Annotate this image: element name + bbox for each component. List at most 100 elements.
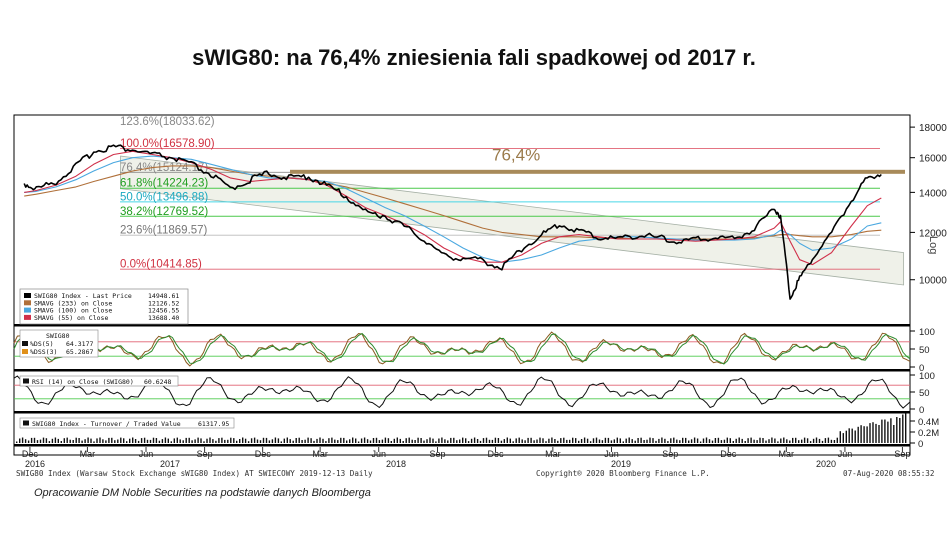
legend-swatch bbox=[22, 341, 28, 346]
y-tick-label: 0.2M bbox=[918, 428, 939, 439]
volume-bar bbox=[271, 439, 274, 443]
volume-bar bbox=[108, 437, 110, 443]
volume-bar bbox=[601, 440, 604, 443]
volume-bar bbox=[566, 439, 568, 443]
fib-level-label: 100.0%(16578.90) bbox=[120, 138, 215, 150]
volume-bar bbox=[765, 440, 767, 443]
volume-bar bbox=[783, 437, 785, 443]
volume-bar bbox=[905, 413, 907, 443]
volume-bar bbox=[649, 437, 651, 443]
volume-bar bbox=[417, 437, 419, 443]
stochastic-line-signal bbox=[13, 332, 911, 365]
volume-bar bbox=[298, 437, 300, 443]
volume-bar bbox=[860, 425, 862, 443]
volume-bar bbox=[337, 440, 339, 443]
volume-bar bbox=[140, 438, 143, 443]
legend-label: %DSS(3) bbox=[30, 348, 57, 356]
volume-bar bbox=[488, 439, 491, 443]
volume-bar bbox=[57, 438, 59, 443]
volume-bar bbox=[158, 440, 161, 443]
volume-bar bbox=[830, 439, 833, 443]
volume-bar bbox=[578, 440, 580, 443]
year-label: 2017 bbox=[160, 459, 180, 469]
volume-bar bbox=[735, 438, 737, 443]
volume-bar bbox=[679, 440, 681, 443]
volume-bar bbox=[250, 438, 253, 443]
year-label: 2018 bbox=[386, 459, 406, 469]
volume-bar bbox=[247, 441, 250, 443]
source-line-right: 07-Aug-2020 08:55:32 bbox=[843, 469, 934, 478]
volume-bar bbox=[72, 440, 74, 443]
volume-bar bbox=[476, 439, 479, 443]
volume-bar bbox=[515, 438, 517, 443]
y-tick-label: 10000 bbox=[919, 276, 947, 287]
volume-bar bbox=[572, 437, 574, 443]
volume-bar bbox=[259, 440, 262, 443]
volume-bar bbox=[149, 439, 152, 443]
volume-bar bbox=[429, 437, 431, 443]
volume-bar bbox=[63, 438, 65, 443]
price-line bbox=[23, 144, 882, 300]
volume-bar bbox=[75, 437, 77, 443]
volume-bar bbox=[661, 437, 663, 443]
volume-bar bbox=[503, 439, 505, 443]
volume-bar bbox=[462, 437, 464, 443]
volume-bar bbox=[78, 438, 80, 443]
volume-bar bbox=[563, 437, 565, 443]
volume-bar bbox=[69, 439, 71, 443]
fib-level-label: 0.0%(10414.85) bbox=[120, 259, 202, 271]
volume-bar bbox=[366, 439, 369, 443]
volume-bar bbox=[803, 437, 806, 443]
main-legend bbox=[19, 288, 189, 325]
volume-bar bbox=[616, 437, 618, 443]
source-line-mid: Copyright® 2020 Bloomberg Finance L.P. bbox=[536, 469, 710, 478]
volume-bar bbox=[334, 439, 336, 443]
y-tick-label: 100 bbox=[919, 327, 935, 338]
volume-bar bbox=[239, 439, 241, 443]
volume-bar bbox=[19, 438, 21, 443]
volume-bar bbox=[682, 437, 684, 443]
volume-bar bbox=[467, 441, 470, 443]
volume-bar bbox=[355, 438, 357, 443]
volume-bar bbox=[310, 438, 312, 443]
volume-bar bbox=[595, 437, 598, 443]
legend-swatch bbox=[24, 314, 31, 320]
volume-bar bbox=[182, 440, 184, 443]
volume-bar bbox=[54, 437, 57, 443]
y-tick-label: 0 bbox=[919, 363, 924, 374]
volume-bar bbox=[479, 440, 482, 443]
volume-bar bbox=[539, 437, 541, 443]
volume-bar bbox=[637, 438, 639, 443]
volume-bar bbox=[548, 438, 550, 443]
volume-bar bbox=[375, 437, 378, 443]
volume-bar bbox=[711, 440, 714, 443]
volume-bar bbox=[253, 437, 256, 443]
volume-bar bbox=[542, 438, 544, 443]
volume-bar bbox=[352, 437, 354, 443]
volume-bar bbox=[292, 440, 294, 443]
volume-bar bbox=[491, 439, 494, 443]
year-label: 2019 bbox=[611, 459, 631, 469]
volume-bar bbox=[402, 441, 404, 443]
volume-bar bbox=[405, 438, 407, 443]
volume-bar bbox=[435, 441, 437, 443]
volume-bar bbox=[268, 440, 271, 443]
legend-value: 64.3177 bbox=[66, 340, 93, 348]
source-line-left: SWIG80 Index (Warsaw Stock Exchange sWIG… bbox=[16, 469, 373, 478]
volume-bar bbox=[634, 440, 636, 443]
legend-label: SWIG80 Index - Turnover / Traded Value bbox=[32, 420, 181, 428]
volume-bar bbox=[381, 439, 384, 443]
volume-bar bbox=[789, 440, 791, 443]
volume-bar bbox=[646, 439, 648, 443]
fib-level-label: 61.8%(14224.23) bbox=[120, 178, 208, 190]
volume-bar bbox=[191, 440, 193, 443]
y-tick-label: 16000 bbox=[919, 154, 947, 165]
volume-bar bbox=[96, 438, 98, 443]
volume-bar bbox=[881, 419, 883, 443]
volume-bar bbox=[592, 438, 595, 443]
volume-bar bbox=[500, 440, 503, 443]
volume-bar bbox=[164, 437, 167, 443]
volume-bar bbox=[485, 437, 488, 443]
x-tick-label: Mar bbox=[80, 449, 96, 459]
